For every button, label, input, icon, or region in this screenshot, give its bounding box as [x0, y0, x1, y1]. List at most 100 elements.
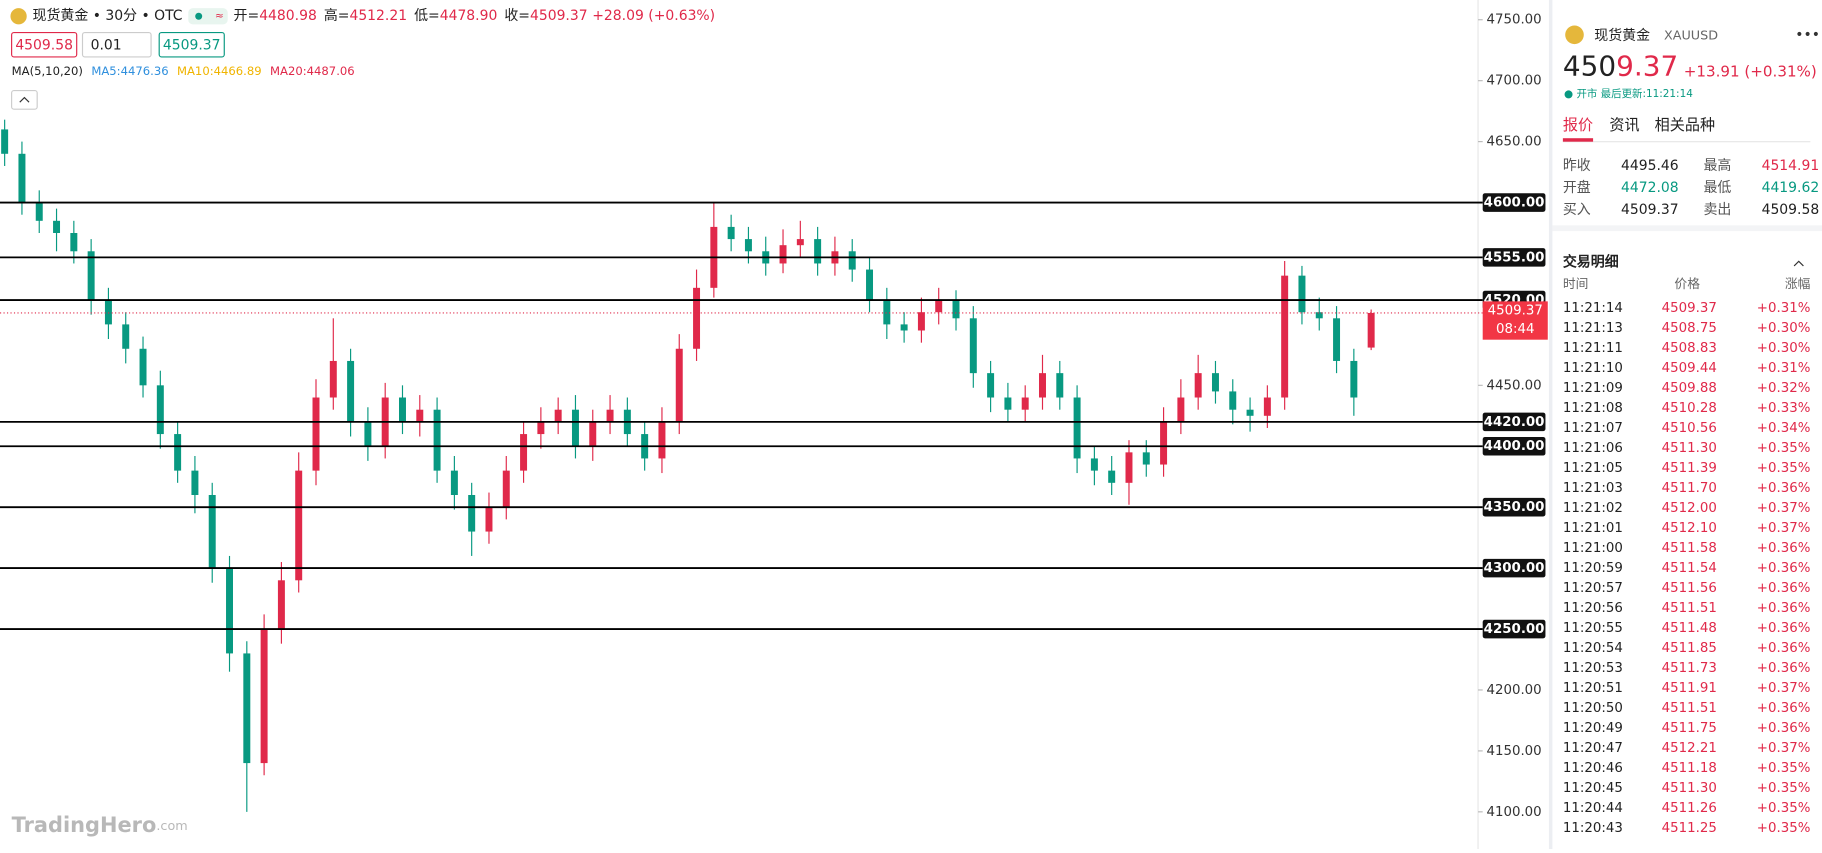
chart-title: 现货黄金 • 30分 • OTC: [33, 7, 183, 24]
trade-cell: +0.30%: [1757, 321, 1811, 336]
candle-body: [416, 409, 424, 422]
candle-body: [554, 409, 562, 422]
status-dot: ●: [1564, 88, 1573, 100]
trade-cell: +0.36%: [1757, 701, 1811, 716]
candle-body: [866, 269, 874, 301]
level-tag: [1482, 619, 1546, 639]
candle-body: [935, 300, 943, 313]
column-header: 时间: [1563, 277, 1589, 292]
ohlc-label: 低=: [414, 8, 440, 24]
level-label: 4350.00: [1484, 500, 1545, 515]
current-label: 4509.37: [1488, 304, 1543, 319]
trade-cell: 11:20:55: [1563, 621, 1623, 636]
level-tag: [1482, 412, 1546, 432]
candle-body: [1211, 373, 1219, 392]
ohlc-value: 4512.21: [349, 8, 407, 24]
trade-cell: 11:21:07: [1563, 421, 1623, 436]
candle-body: [364, 421, 372, 447]
trades-collapse[interactable]: [1793, 260, 1804, 267]
trade-cell: +0.34%: [1757, 421, 1811, 436]
sell-price[interactable]: 4509.58: [15, 37, 73, 53]
candle-body: [1, 129, 9, 154]
level-tag: [1482, 558, 1546, 578]
tab[interactable]: 资讯: [1609, 116, 1639, 134]
trade-cell: +0.37%: [1757, 521, 1811, 536]
candle-body: [1281, 275, 1289, 398]
trade-cell: 4511.48: [1662, 621, 1717, 636]
trade-cell: 11:21:11: [1563, 341, 1623, 356]
candle-body: [174, 434, 182, 471]
candle-body: [1108, 470, 1116, 483]
tab[interactable]: 报价: [1563, 116, 1593, 134]
panel-divider: [1548, 0, 1553, 849]
candle-body: [277, 580, 285, 630]
y-tick-label: 4750.00: [1486, 13, 1541, 28]
ma5: MA5:4476.36: [91, 63, 168, 77]
candle-body: [156, 385, 164, 435]
trade-cell: +0.35%: [1757, 761, 1811, 776]
sell-button[interactable]: [11, 31, 78, 58]
candle-body: [1246, 409, 1254, 416]
candle-body: [468, 494, 476, 532]
level-tag: [1482, 193, 1546, 212]
trade-cell: +0.36%: [1757, 721, 1811, 736]
price-head: 450: [1563, 49, 1616, 82]
ma-label: MA(5,10,20): [12, 63, 83, 77]
trade-cell: +0.37%: [1757, 501, 1811, 516]
trade-cell: +0.32%: [1757, 381, 1811, 396]
trade-cell: 11:21:08: [1563, 401, 1623, 416]
buy-price[interactable]: 4509.37: [163, 37, 221, 53]
stat-label: 开盘: [1563, 179, 1591, 196]
tab[interactable]: 相关品种: [1655, 116, 1715, 134]
trade-cell: 11:21:09: [1563, 381, 1623, 396]
collapse-button[interactable]: [11, 90, 38, 110]
level-label: 4555.00: [1484, 250, 1545, 265]
trades-title: 交易明细: [1563, 253, 1619, 270]
trade-cell: 4511.39: [1662, 461, 1717, 476]
symbol-icon: [10, 8, 27, 25]
level-label: 4250.00: [1484, 622, 1545, 637]
trade-cell: +0.36%: [1757, 601, 1811, 616]
candle-body: [606, 409, 614, 422]
trade-cell: +0.37%: [1757, 681, 1811, 696]
trade-cell: +0.36%: [1757, 541, 1811, 556]
candle-body: [191, 470, 199, 495]
candle-body: [18, 153, 26, 203]
candle-body: [1177, 397, 1185, 422]
trade-cell: 4511.51: [1662, 701, 1717, 716]
qty-input[interactable]: [81, 31, 152, 58]
trade-cell: 11:20:46: [1563, 761, 1623, 776]
buy-button[interactable]: [158, 31, 225, 58]
candle-body: [1142, 452, 1150, 465]
candle-body: [969, 318, 977, 374]
candle-body: [433, 409, 441, 471]
candle-body: [260, 629, 268, 764]
candle-body: [1056, 373, 1064, 398]
stat-value: 4509.58: [1762, 202, 1820, 218]
candle-body: [104, 300, 112, 325]
candle-body: [208, 494, 216, 569]
level-tag: [1482, 436, 1546, 456]
y-tick-label: 4100.00: [1486, 805, 1541, 820]
candle-body: [226, 568, 234, 654]
candle-body: [693, 287, 701, 349]
trade-cell: 4511.54: [1662, 561, 1717, 576]
candle-body: [35, 202, 43, 221]
candle-body: [952, 300, 960, 319]
trade-cell: +0.36%: [1757, 621, 1811, 636]
panel-price: 4509.37: [1563, 49, 1678, 82]
trade-cell: 11:20:45: [1563, 781, 1623, 796]
candle-body: [537, 421, 545, 435]
price-tail: 9.37: [1616, 49, 1678, 82]
panel-symbol: XAUUSD: [1664, 29, 1718, 44]
more-button[interactable]: •••: [1795, 27, 1820, 43]
candle-body: [744, 239, 752, 252]
candle-body: [1090, 458, 1098, 471]
candle-body: [329, 360, 337, 398]
trade-cell: +0.31%: [1757, 301, 1811, 316]
ma-legend: MA(5,10,20) MA5:4476.36 MA10:4466.89 MA2…: [12, 63, 355, 77]
qty[interactable]: 0.01: [91, 37, 122, 53]
collapse-icon: [19, 96, 30, 103]
stat-label: 卖出: [1703, 202, 1731, 218]
